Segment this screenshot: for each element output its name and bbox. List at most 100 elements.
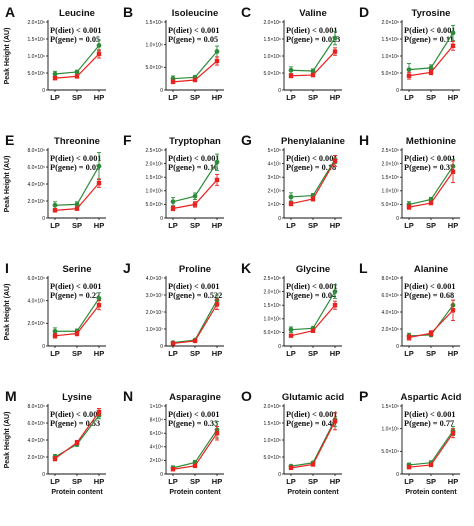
panel-title: Tryptophan	[169, 136, 221, 147]
data-point	[288, 327, 294, 333]
y-tick-label: 1.0×10⁶	[382, 54, 400, 60]
data-point	[332, 419, 338, 424]
x-tick-label: HP	[212, 221, 222, 230]
y-tick-label: 1×10⁵	[268, 202, 281, 208]
data-point	[96, 296, 102, 301]
stat-diet: P(diet) < 0.001	[404, 26, 456, 35]
data-point	[406, 204, 412, 210]
stat-diet: P(diet) < 0.001	[50, 282, 102, 291]
data-point	[96, 51, 102, 57]
data-point	[52, 456, 58, 461]
data-point	[406, 465, 412, 470]
y-tick-label: 6×10⁴	[150, 431, 163, 437]
x-axis-label: Protein content	[169, 489, 221, 496]
y-tick-label: 5.0×10⁵	[27, 71, 45, 77]
y-tick-label: 8.0×10⁵	[27, 404, 45, 410]
x-tick-label: LP	[286, 349, 296, 358]
data-point	[192, 193, 198, 199]
series-line-1	[408, 430, 454, 466]
y-tick-label: 6.0×10⁵	[27, 276, 45, 282]
y-tick-label: 0	[396, 88, 399, 94]
panel-j: J Proline 0 1.0×10⁷ 2.0×10⁷ 3.0×10⁷ 4.0×10⁷ LP S…	[123, 260, 224, 358]
y-tick-label: 0	[278, 472, 281, 478]
x-tick-label: SP	[72, 93, 82, 102]
x-tick-label: HP	[212, 93, 222, 102]
data-point	[52, 333, 58, 338]
panel-title: Lysine	[62, 392, 92, 403]
data-point	[170, 206, 176, 211]
stat-gene: P(gene) = 0.023	[286, 35, 340, 44]
panel-h: H Methionine 0 5.0×10⁴ 1.0×10⁵ 1.5×10⁵ 2.0×10⁵…	[359, 132, 460, 230]
x-tick-label: LP	[50, 93, 60, 102]
panel-title: Glycine	[296, 264, 330, 275]
x-tick-label: HP	[448, 221, 458, 230]
x-tick-label: SP	[190, 221, 200, 230]
y-tick-label: 4.0×10⁵	[27, 298, 45, 304]
panel-title: Leucine	[59, 8, 95, 19]
panel-letter: I	[5, 260, 9, 276]
x-axis-label: Protein content	[287, 489, 339, 496]
y-tick-label: 0	[42, 216, 45, 222]
y-tick-label: 3.0×10⁷	[146, 293, 163, 299]
y-tick-label: 0	[42, 88, 45, 94]
data-point	[96, 409, 102, 415]
x-tick-label: HP	[330, 349, 340, 358]
data-point	[288, 194, 294, 200]
stat-diet: P(diet) < 0.001	[286, 282, 338, 291]
y-tick-label: 1.0×10⁶	[28, 54, 46, 60]
data-point	[450, 30, 456, 36]
data-point	[288, 73, 294, 78]
data-point	[428, 331, 434, 336]
x-tick-label: SP	[426, 349, 436, 358]
panel-letter: E	[5, 132, 14, 148]
data-point	[214, 177, 220, 183]
x-tick-label: SP	[426, 93, 436, 102]
x-tick-label: LP	[286, 221, 296, 230]
data-point	[214, 49, 220, 54]
stat-diet: P(diet) < 0.001	[50, 26, 102, 35]
x-tick-label: SP	[426, 477, 436, 486]
y-tick-label: 2.0×10⁶	[382, 327, 400, 333]
x-tick-label: HP	[330, 93, 340, 102]
x-axis-label: Protein content	[51, 489, 103, 496]
y-tick-label: 0	[396, 472, 399, 478]
panel-m: M Lysine 0 2.0×10⁵ 4.0×10⁵ 6.0×10⁵ 8.0×10⁵ LP SP…	[4, 388, 106, 496]
panel-letter: J	[123, 260, 131, 276]
y-tick-label: 0	[396, 216, 399, 222]
y-tick-label: 0	[160, 88, 163, 94]
x-tick-label: HP	[94, 221, 104, 230]
x-tick-label: HP	[94, 349, 104, 358]
y-axis-label: Peak Height (AU)	[4, 412, 11, 469]
y-tick-label: 0	[396, 344, 399, 350]
y-axis-label: Peak Height (AU)	[4, 284, 11, 341]
series-line-1	[172, 299, 218, 344]
panel-letter: N	[123, 388, 133, 404]
stat-gene: P(gene) = 0.53	[50, 419, 100, 428]
y-tick-label: 4×10⁴	[150, 445, 163, 451]
data-point	[428, 70, 434, 75]
y-tick-label: 2.0×10⁶	[264, 404, 282, 410]
data-point	[96, 43, 102, 48]
panel-d: D Tyrosine 0 5.0×10⁵ 1.0×10⁶ 1.5×10⁶ 2.0×10⁶ LP…	[359, 4, 460, 102]
y-tick-label: 4.0×10⁷	[146, 276, 163, 282]
stat-diet: P(diet) < 0.001	[50, 154, 102, 163]
y-tick-label: 1.0×10⁶	[146, 42, 164, 48]
y-tick-label: 6.0×10⁵	[27, 421, 45, 427]
panel-n: N Asparagine 0 2×10⁴ 4×10⁴ 6×10⁴ 8×10⁴ 1×10⁵ LP S…	[123, 388, 224, 496]
stat-gene: P(gene) = 0.03	[50, 163, 100, 172]
x-tick-label: LP	[168, 221, 178, 230]
data-point	[74, 202, 80, 207]
stat-gene: P(gene) = 0.522	[168, 291, 222, 300]
panel-g: G Phenylalanine 0 1×10⁵ 2×10⁵ 3×10⁵ 4×10⁵ 5×10⁵…	[241, 132, 345, 230]
y-tick-label: 8.0×10⁵	[27, 148, 45, 154]
data-point	[74, 331, 80, 336]
stat-diet: P(diet) < 0.001	[168, 410, 220, 419]
y-tick-label: 1.5×10⁶	[146, 175, 164, 181]
data-point	[74, 69, 80, 75]
stat-diet: P(diet) < 0.001	[286, 410, 338, 419]
data-point	[288, 465, 294, 471]
stat-diet: P(diet) < 0.001	[50, 410, 102, 419]
y-tick-label: 2.5×10⁵	[381, 148, 399, 154]
panel-title: Phenylalanine	[281, 136, 345, 147]
y-tick-label: 2.0×10⁵	[27, 321, 45, 327]
